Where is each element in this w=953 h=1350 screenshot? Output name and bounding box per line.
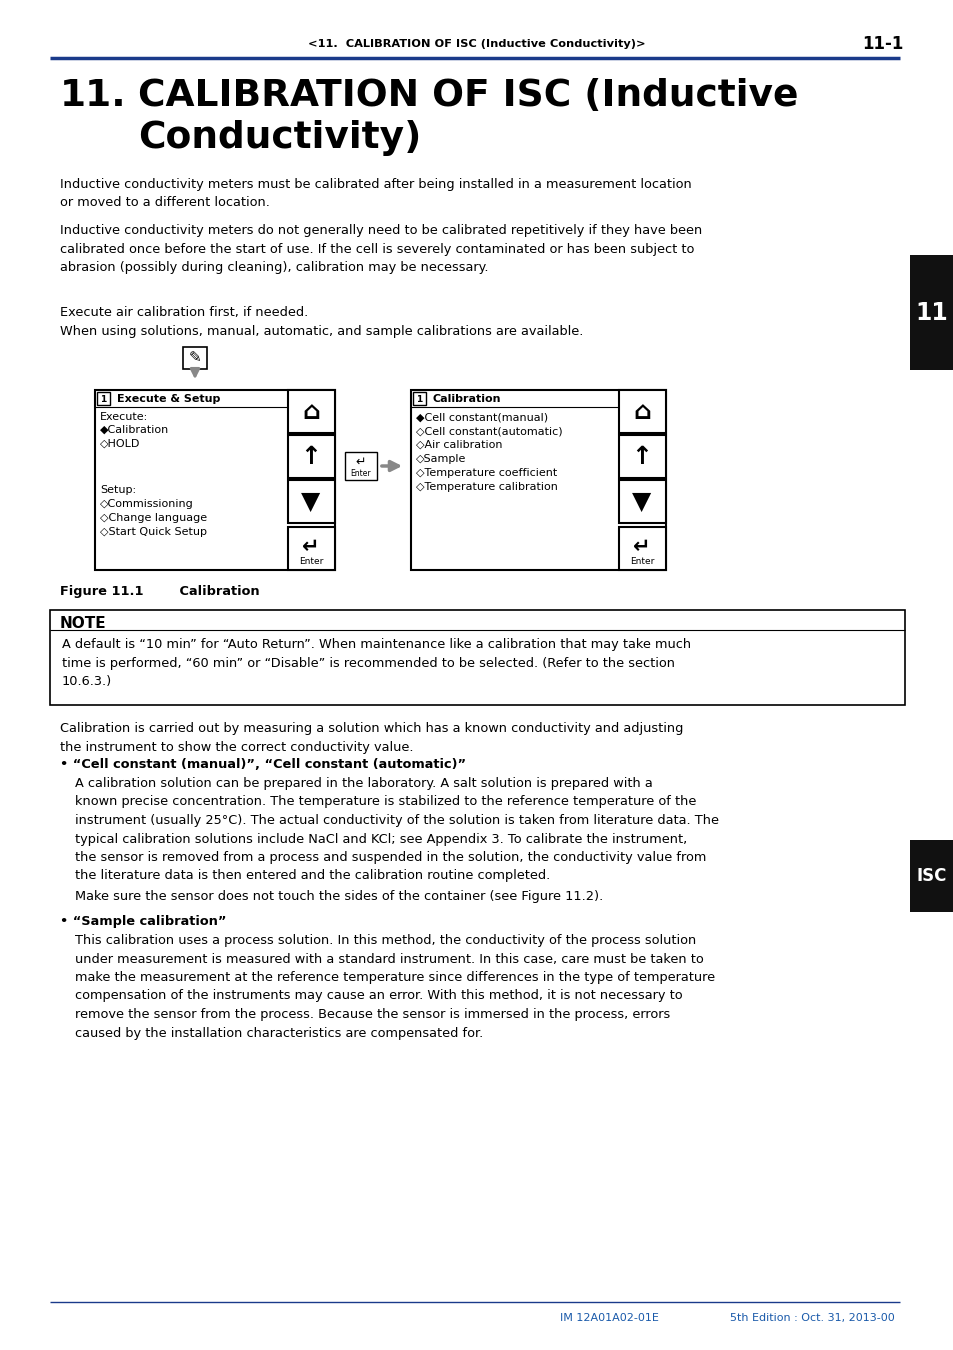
FancyBboxPatch shape	[288, 481, 335, 522]
Text: 1: 1	[416, 394, 422, 404]
Text: 11.: 11.	[60, 78, 127, 113]
Text: CALIBRATION OF ISC (Inductive
Conductivity): CALIBRATION OF ISC (Inductive Conductivi…	[138, 78, 798, 155]
Text: ↵: ↵	[302, 537, 319, 558]
Text: A calibration solution can be prepared in the laboratory. A salt solution is pre: A calibration solution can be prepared i…	[75, 778, 719, 883]
FancyBboxPatch shape	[95, 390, 335, 570]
FancyBboxPatch shape	[183, 347, 207, 369]
FancyBboxPatch shape	[288, 435, 335, 478]
Text: ◆Calibration: ◆Calibration	[100, 425, 169, 435]
Text: 11: 11	[915, 301, 947, 325]
FancyBboxPatch shape	[288, 390, 335, 433]
Text: ◇Cell constant(automatic): ◇Cell constant(automatic)	[416, 427, 562, 436]
Text: Enter: Enter	[351, 470, 371, 478]
Text: Make sure the sensor does not touch the sides of the container (see Figure 11.2): Make sure the sensor does not touch the …	[75, 890, 602, 903]
Text: This calibration uses a process solution. In this method, the conductivity of th: This calibration uses a process solution…	[75, 934, 715, 1040]
FancyBboxPatch shape	[345, 452, 376, 481]
Text: ISC: ISC	[916, 867, 946, 886]
Text: ◇Start Quick Setup: ◇Start Quick Setup	[100, 526, 207, 537]
Text: Calibration is carried out by measuring a solution which has a known conductivit: Calibration is carried out by measuring …	[60, 722, 682, 753]
Text: A default is “10 min” for “Auto Return”. When maintenance like a calibration tha: A default is “10 min” for “Auto Return”.…	[62, 639, 690, 688]
FancyBboxPatch shape	[909, 840, 953, 913]
FancyBboxPatch shape	[97, 392, 110, 405]
FancyBboxPatch shape	[618, 481, 665, 522]
Text: Execute & Setup: Execute & Setup	[117, 394, 220, 404]
Text: ↑: ↑	[300, 446, 321, 468]
Text: ▼: ▼	[632, 490, 651, 514]
Text: ◇Air calibration: ◇Air calibration	[416, 440, 502, 450]
Text: ↵: ↵	[355, 455, 366, 468]
Text: Inductive conductivity meters do not generally need to be calibrated repetitivel: Inductive conductivity meters do not gen…	[60, 224, 701, 274]
Text: ◇Temperature calibration: ◇Temperature calibration	[416, 482, 558, 491]
Text: ◇Temperature coefficient: ◇Temperature coefficient	[416, 468, 557, 478]
Text: ✎: ✎	[189, 351, 201, 366]
Text: Enter: Enter	[629, 558, 654, 567]
FancyBboxPatch shape	[288, 526, 335, 570]
Text: ↵: ↵	[633, 537, 650, 558]
Text: ◇Sample: ◇Sample	[416, 454, 466, 464]
Text: • “Cell constant (manual)”, “Cell constant (automatic)”: • “Cell constant (manual)”, “Cell consta…	[60, 757, 466, 771]
Text: 11-1: 11-1	[862, 35, 903, 53]
Text: 1: 1	[100, 394, 107, 404]
Text: Enter: Enter	[298, 558, 323, 567]
Text: When using solutions, manual, automatic, and sample calibrations are available.: When using solutions, manual, automatic,…	[60, 325, 583, 338]
Text: ⌂: ⌂	[302, 400, 319, 424]
Text: ↑: ↑	[631, 446, 652, 468]
Text: Execute air calibration first, if needed.: Execute air calibration first, if needed…	[60, 306, 308, 319]
Text: ◆Cell constant(manual): ◆Cell constant(manual)	[416, 412, 548, 423]
Text: ⌂: ⌂	[633, 400, 650, 424]
Text: ▼: ▼	[301, 490, 320, 514]
FancyBboxPatch shape	[618, 390, 665, 433]
Text: ◇Change language: ◇Change language	[100, 513, 207, 522]
Text: Execute:: Execute:	[100, 412, 148, 423]
Text: ◇Commissioning: ◇Commissioning	[100, 500, 193, 509]
FancyBboxPatch shape	[618, 435, 665, 478]
Text: 5th Edition : Oct. 31, 2013-00: 5th Edition : Oct. 31, 2013-00	[729, 1314, 894, 1323]
FancyBboxPatch shape	[411, 390, 665, 570]
Text: IM 12A01A02-01E: IM 12A01A02-01E	[559, 1314, 659, 1323]
Text: NOTE: NOTE	[60, 616, 107, 630]
FancyBboxPatch shape	[413, 392, 426, 405]
Text: • “Sample calibration”: • “Sample calibration”	[60, 915, 226, 927]
Text: Setup:: Setup:	[100, 485, 136, 495]
Text: Inductive conductivity meters must be calibrated after being installed in a meas: Inductive conductivity meters must be ca…	[60, 178, 691, 209]
FancyBboxPatch shape	[909, 255, 953, 370]
Text: Calibration: Calibration	[433, 394, 501, 404]
FancyBboxPatch shape	[618, 526, 665, 570]
FancyBboxPatch shape	[50, 610, 904, 705]
Text: <11.  CALIBRATION OF ISC (Inductive Conductivity)>: <11. CALIBRATION OF ISC (Inductive Condu…	[308, 39, 645, 49]
Text: ◇HOLD: ◇HOLD	[100, 439, 140, 450]
Text: Figure 11.1        Calibration: Figure 11.1 Calibration	[60, 585, 259, 598]
